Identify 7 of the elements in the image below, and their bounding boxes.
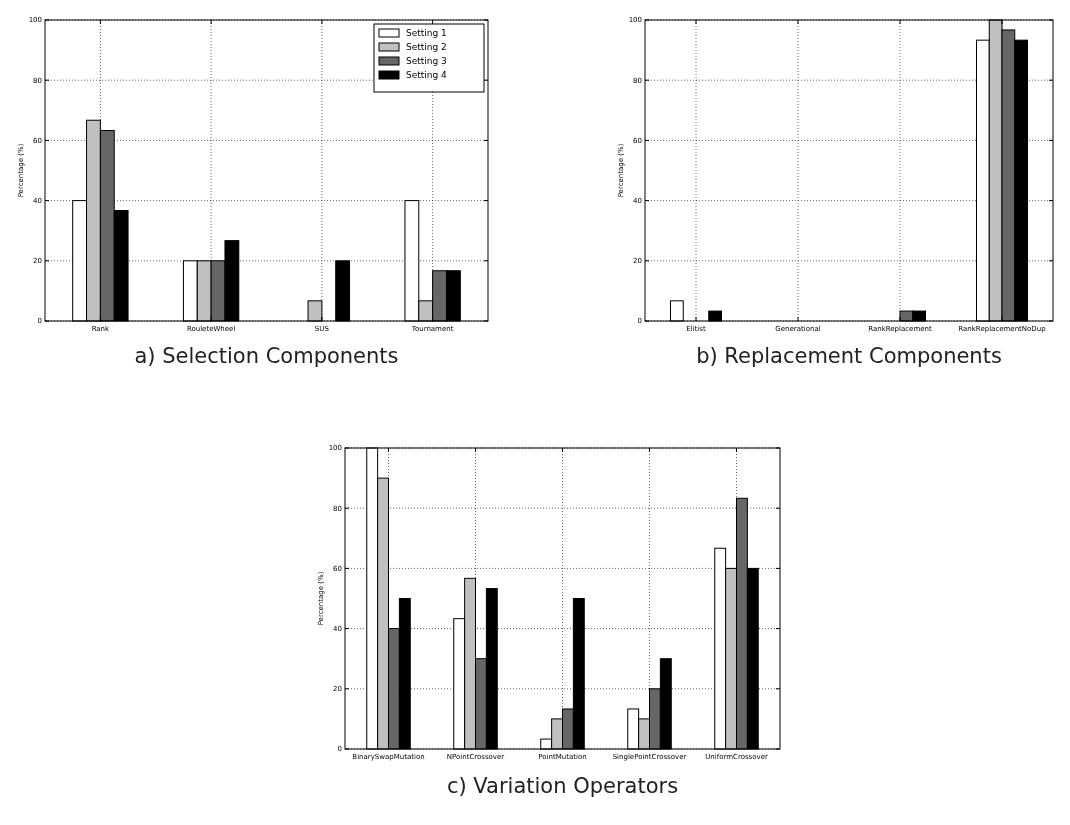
legend-label: Setting 2	[406, 42, 447, 53]
text: c) Variation Operators	[446, 774, 679, 798]
legend-label: Setting 3	[406, 56, 447, 67]
legend-label: Setting 4	[406, 70, 448, 81]
text: b) Replacement Components	[696, 344, 1002, 368]
text: a) Selection Components	[134, 344, 399, 368]
legend-label: Setting 1	[406, 28, 447, 39]
